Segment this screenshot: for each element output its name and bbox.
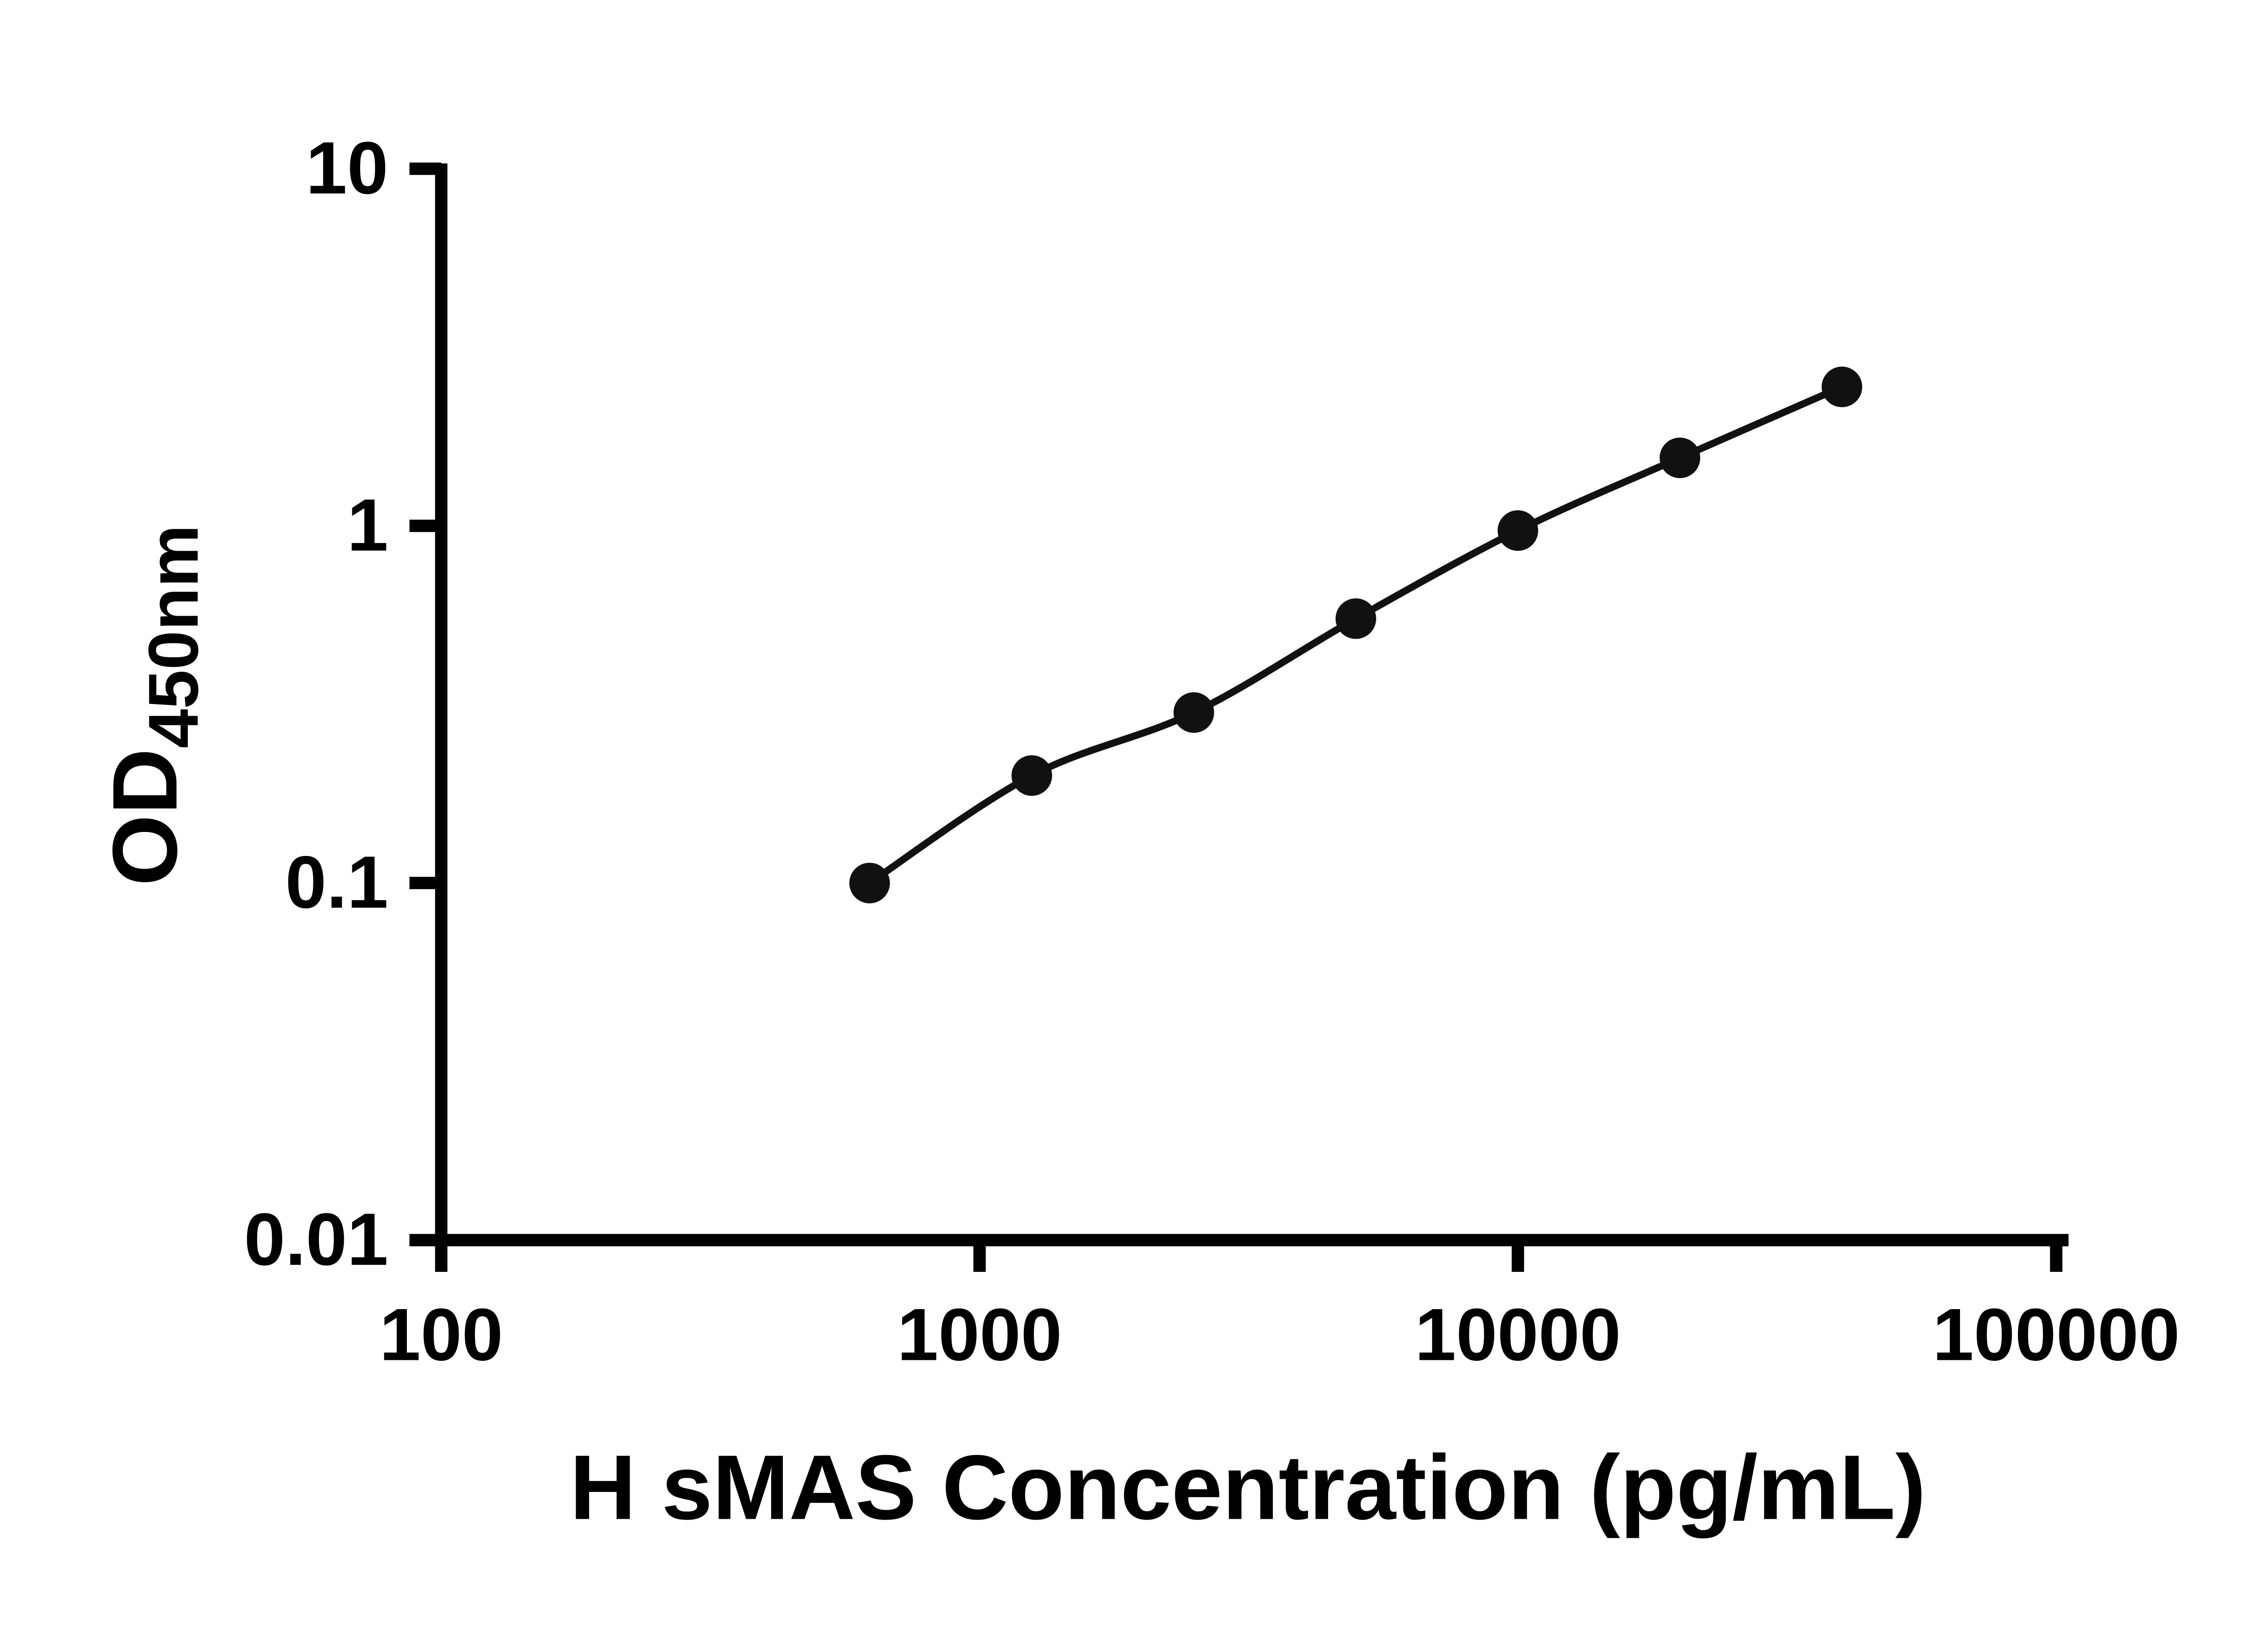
y-axis-title-main: OD: [93, 748, 196, 886]
y-axis-title: OD450nm: [93, 525, 213, 886]
x-tick-label: 1000: [897, 1293, 1062, 1376]
axes-frame: [435, 163, 2069, 1247]
x-tick-label: 100: [379, 1293, 503, 1376]
data-point-marker: [849, 862, 890, 904]
data-point-marker: [1659, 437, 1701, 479]
x-tick-label: 100000: [1932, 1293, 2180, 1376]
y-tick-label: 0.1: [285, 841, 388, 924]
data-point-marker: [1335, 598, 1376, 639]
y-tick-label: 1: [347, 484, 388, 567]
data-point-marker: [1173, 692, 1214, 733]
data-point-marker: [1011, 755, 1052, 796]
data-point-marker: [1821, 367, 1862, 407]
y-tick-label: 0.01: [244, 1198, 388, 1281]
x-axis-title: H sMAS Concentration (pg/mL): [570, 1436, 1926, 1539]
plot-area: 100 1000 10000 100000 0.01 0.1 1 10: [244, 126, 2180, 1376]
y-tick-label: 10: [306, 126, 388, 209]
x-tick-label: 10000: [1415, 1293, 1621, 1376]
data-point-marker: [1497, 510, 1539, 551]
y-axis-title-subscript: 450nm: [134, 525, 213, 748]
